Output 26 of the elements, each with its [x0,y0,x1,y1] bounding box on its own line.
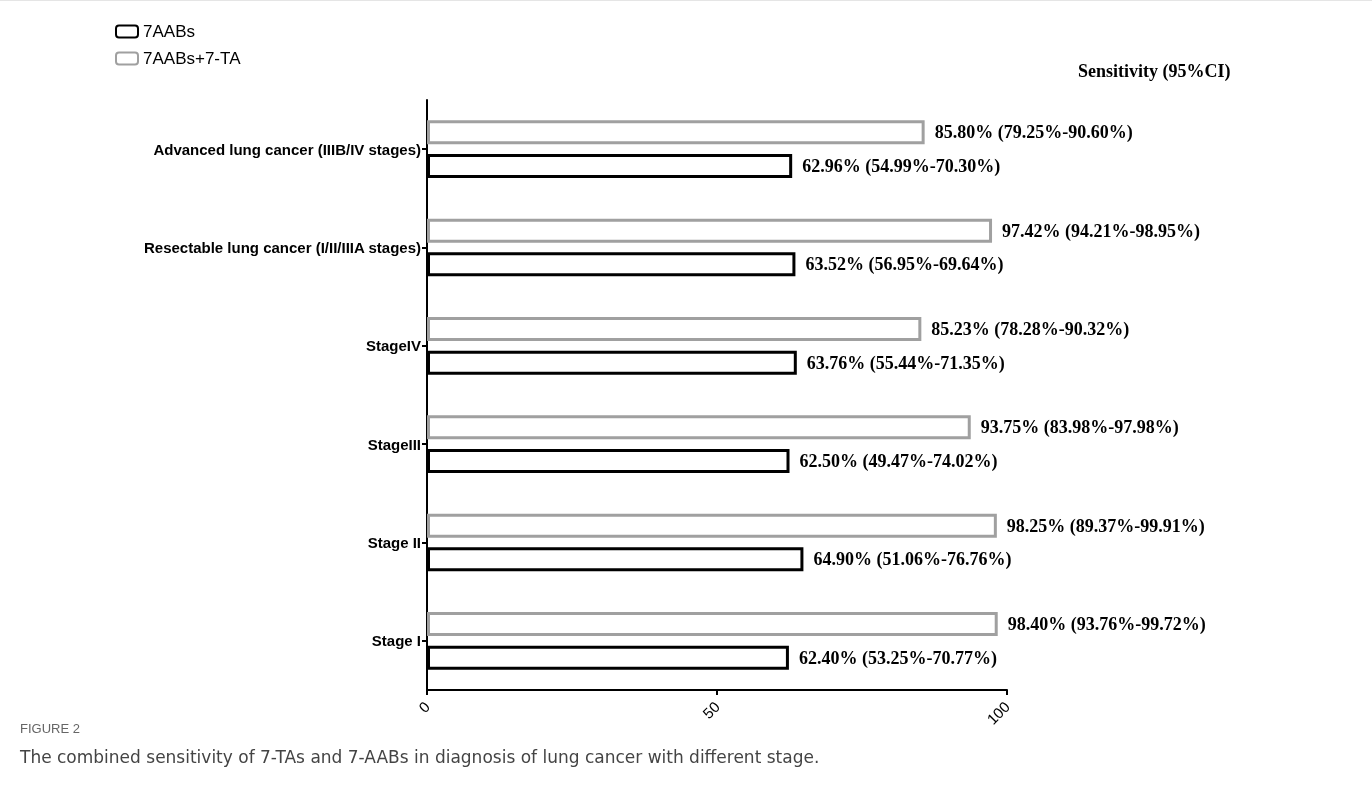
data-label: 62.96% (54.99%-70.30%) [802,155,1001,177]
data-label: 85.23% (78.28%-90.32%) [931,319,1130,341]
data-label: 63.76% (55.44%-71.35%) [806,352,1005,374]
data-label: 62.50% (49.47%-74.02%) [799,450,998,472]
data-label: 64.90% (51.06%-76.76%) [813,549,1012,571]
x-tick-label: 50 [699,697,724,722]
text: Sensitivity (95%CI) [1078,61,1231,82]
data-label: 97.42% (94.21%-98.95%) [1002,220,1201,242]
caption: FIGURE 2 [20,721,80,736]
data-label: 93.75% (83.98%-97.98%) [980,417,1179,439]
text: The combined sensitivity of 7-TAs and 7-AABs in diagnosis of lung cancer with different stage. [19,746,820,767]
y-tick-label: Stage I [371,632,421,650]
x-tick-label: 0 [415,697,434,716]
y-tick-label: Advanced lung cancer (IIIB/IV stages) [153,140,421,158]
y-tick-label: Stage II [367,534,421,551]
y-tick-label: Resectable lung cancer (I/II/IIIA stages) [143,239,421,256]
data-label: 98.25% (89.37%-99.91%) [1006,515,1205,537]
data-label: 98.40% (93.76%-99.72%) [1007,614,1206,636]
data-label: 63.52% (56.95%-69.64%) [805,254,1004,276]
data-label: 85.80% (79.25%-90.60%) [934,122,1133,144]
legend-label: 7AABs [143,22,195,41]
x-tick-label: 100 [983,697,1014,728]
data-label: 62.40% (53.25%-70.77%) [798,647,997,669]
legend-label: 7AABs+7-TA [143,49,242,68]
y-tick-label: StageIV [365,337,421,355]
y-tick-label: StageIII [367,435,421,453]
